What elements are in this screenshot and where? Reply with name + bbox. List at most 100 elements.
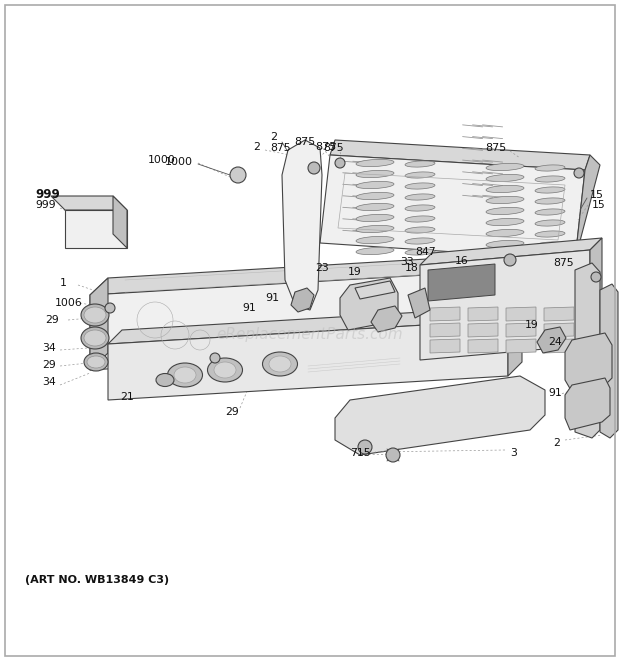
- Text: 34: 34: [42, 377, 56, 387]
- Text: 715: 715: [350, 448, 371, 458]
- Circle shape: [308, 162, 320, 174]
- Polygon shape: [430, 339, 460, 353]
- Polygon shape: [468, 307, 498, 321]
- Polygon shape: [468, 339, 498, 353]
- Polygon shape: [537, 327, 566, 353]
- Ellipse shape: [535, 209, 565, 215]
- Ellipse shape: [262, 352, 298, 376]
- Text: 875: 875: [553, 258, 574, 268]
- Text: (ART NO. WB13849 C3): (ART NO. WB13849 C3): [25, 575, 169, 585]
- Polygon shape: [506, 307, 536, 321]
- Ellipse shape: [405, 172, 435, 178]
- Text: 999: 999: [35, 188, 60, 202]
- Circle shape: [504, 254, 516, 266]
- Text: 847: 847: [415, 247, 436, 257]
- Ellipse shape: [84, 330, 106, 346]
- Ellipse shape: [405, 249, 435, 255]
- Ellipse shape: [269, 356, 291, 372]
- Circle shape: [230, 167, 246, 183]
- Ellipse shape: [405, 227, 435, 233]
- Polygon shape: [565, 378, 610, 430]
- Ellipse shape: [356, 192, 394, 200]
- Ellipse shape: [81, 327, 109, 349]
- Text: 16: 16: [455, 256, 469, 266]
- Ellipse shape: [356, 171, 394, 178]
- Polygon shape: [575, 155, 600, 260]
- Ellipse shape: [535, 231, 565, 237]
- Polygon shape: [282, 140, 322, 310]
- Ellipse shape: [535, 220, 565, 226]
- Ellipse shape: [535, 242, 565, 248]
- Ellipse shape: [486, 196, 524, 204]
- Polygon shape: [430, 323, 460, 337]
- Polygon shape: [90, 270, 510, 370]
- Text: 91: 91: [242, 303, 255, 313]
- Ellipse shape: [84, 353, 108, 371]
- Circle shape: [105, 303, 115, 313]
- Ellipse shape: [405, 238, 435, 244]
- Polygon shape: [65, 210, 127, 248]
- Ellipse shape: [167, 363, 203, 387]
- Text: 1006: 1006: [55, 298, 82, 308]
- Ellipse shape: [174, 367, 196, 383]
- Polygon shape: [340, 278, 398, 330]
- Ellipse shape: [535, 253, 565, 259]
- Polygon shape: [355, 281, 395, 299]
- Polygon shape: [544, 339, 574, 353]
- Text: 29: 29: [42, 360, 56, 370]
- Ellipse shape: [156, 373, 174, 387]
- Text: 3: 3: [510, 448, 517, 458]
- Ellipse shape: [405, 205, 435, 211]
- Polygon shape: [506, 339, 536, 353]
- Ellipse shape: [486, 175, 524, 182]
- Polygon shape: [408, 288, 430, 318]
- Text: 999: 999: [35, 200, 56, 210]
- Ellipse shape: [356, 214, 394, 221]
- Text: 33: 33: [400, 257, 414, 267]
- Text: 29: 29: [45, 315, 59, 325]
- Polygon shape: [565, 333, 612, 392]
- Circle shape: [591, 272, 601, 282]
- Text: 875: 875: [294, 137, 315, 147]
- Ellipse shape: [208, 358, 242, 382]
- Polygon shape: [544, 307, 574, 321]
- Polygon shape: [420, 238, 602, 265]
- Ellipse shape: [405, 194, 435, 200]
- Polygon shape: [108, 306, 522, 344]
- Ellipse shape: [84, 307, 106, 323]
- Ellipse shape: [486, 163, 524, 171]
- Text: 1000: 1000: [165, 157, 193, 167]
- Polygon shape: [575, 263, 600, 438]
- Ellipse shape: [356, 237, 394, 244]
- Circle shape: [386, 448, 400, 462]
- Ellipse shape: [405, 216, 435, 222]
- Text: 29: 29: [225, 407, 239, 417]
- Text: 875: 875: [315, 142, 336, 152]
- Ellipse shape: [214, 362, 236, 378]
- Text: 24: 24: [548, 337, 562, 347]
- Ellipse shape: [87, 356, 105, 368]
- Polygon shape: [590, 238, 602, 345]
- Polygon shape: [508, 253, 528, 344]
- Polygon shape: [420, 250, 590, 360]
- Ellipse shape: [486, 251, 524, 258]
- Text: 1: 1: [60, 278, 67, 288]
- Ellipse shape: [486, 229, 524, 237]
- Ellipse shape: [81, 304, 109, 326]
- Circle shape: [358, 440, 372, 454]
- Ellipse shape: [486, 185, 524, 192]
- Polygon shape: [544, 323, 574, 337]
- Polygon shape: [320, 155, 585, 260]
- Polygon shape: [335, 376, 545, 455]
- Circle shape: [210, 353, 220, 363]
- Polygon shape: [90, 253, 528, 295]
- Polygon shape: [51, 196, 127, 210]
- Polygon shape: [508, 306, 522, 376]
- Polygon shape: [108, 320, 508, 400]
- Polygon shape: [291, 288, 314, 312]
- Polygon shape: [371, 306, 402, 332]
- Ellipse shape: [356, 204, 394, 211]
- Ellipse shape: [356, 181, 394, 188]
- Text: 19: 19: [348, 267, 361, 277]
- Ellipse shape: [486, 218, 524, 225]
